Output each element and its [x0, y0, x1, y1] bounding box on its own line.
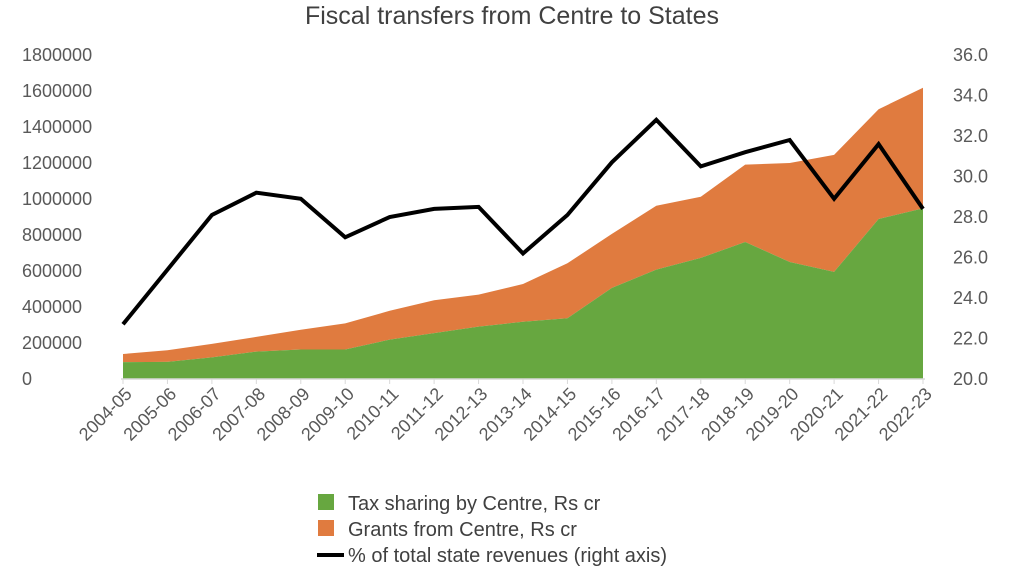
left-axis-tick-label: 1600000: [22, 81, 92, 101]
left-axis-tick-label: 1000000: [22, 189, 92, 209]
right-axis-tick-label: 20.0: [953, 369, 988, 389]
left-axis-tick-label: 600000: [22, 261, 82, 281]
right-axis-tick-label: 30.0: [953, 167, 988, 187]
left-axis-tick-label: 0: [22, 369, 32, 389]
chart-title: Fiscal transfers from Centre to States: [305, 2, 719, 30]
plot-area: [121, 87, 925, 379]
left-axis-tick-label: 1400000: [22, 117, 92, 137]
right-axis-tick-label: 34.0: [953, 86, 988, 106]
right-axis-tick-label: 32.0: [953, 126, 988, 146]
line-percent-of-state-revenues: [121, 116, 925, 326]
right-axis-tick-label: 26.0: [953, 248, 988, 268]
right-axis-tick-label: 24.0: [953, 288, 988, 308]
left-axis-tick-label: 400000: [22, 297, 82, 317]
right-axis-tick-label: 22.0: [953, 329, 988, 349]
legend: Tax sharing by Centre, Rs cr Grants from…: [317, 493, 667, 567]
legend-label-tax-sharing: Tax sharing by Centre, Rs cr: [348, 493, 601, 515]
left-axis-tick-label: 1200000: [22, 153, 92, 173]
left-axis-tick-label: 800000: [22, 225, 82, 245]
right-axis-tick-label: 28.0: [953, 207, 988, 227]
legend-label-percent: % of total state revenues (right axis): [348, 545, 667, 567]
legend-swatch-tax-sharing: [318, 494, 334, 510]
legend-label-grants: Grants from Centre, Rs cr: [348, 519, 577, 541]
left-axis-tick-label: 1800000: [22, 45, 92, 65]
area-tax-sharing-by-centre: [123, 208, 923, 379]
right-axis-tick-label: 36.0: [953, 45, 988, 65]
area-grants-from-centre: [123, 87, 923, 363]
left-axis-tick-label: 200000: [22, 333, 82, 353]
legend-swatch-grants: [318, 520, 334, 536]
